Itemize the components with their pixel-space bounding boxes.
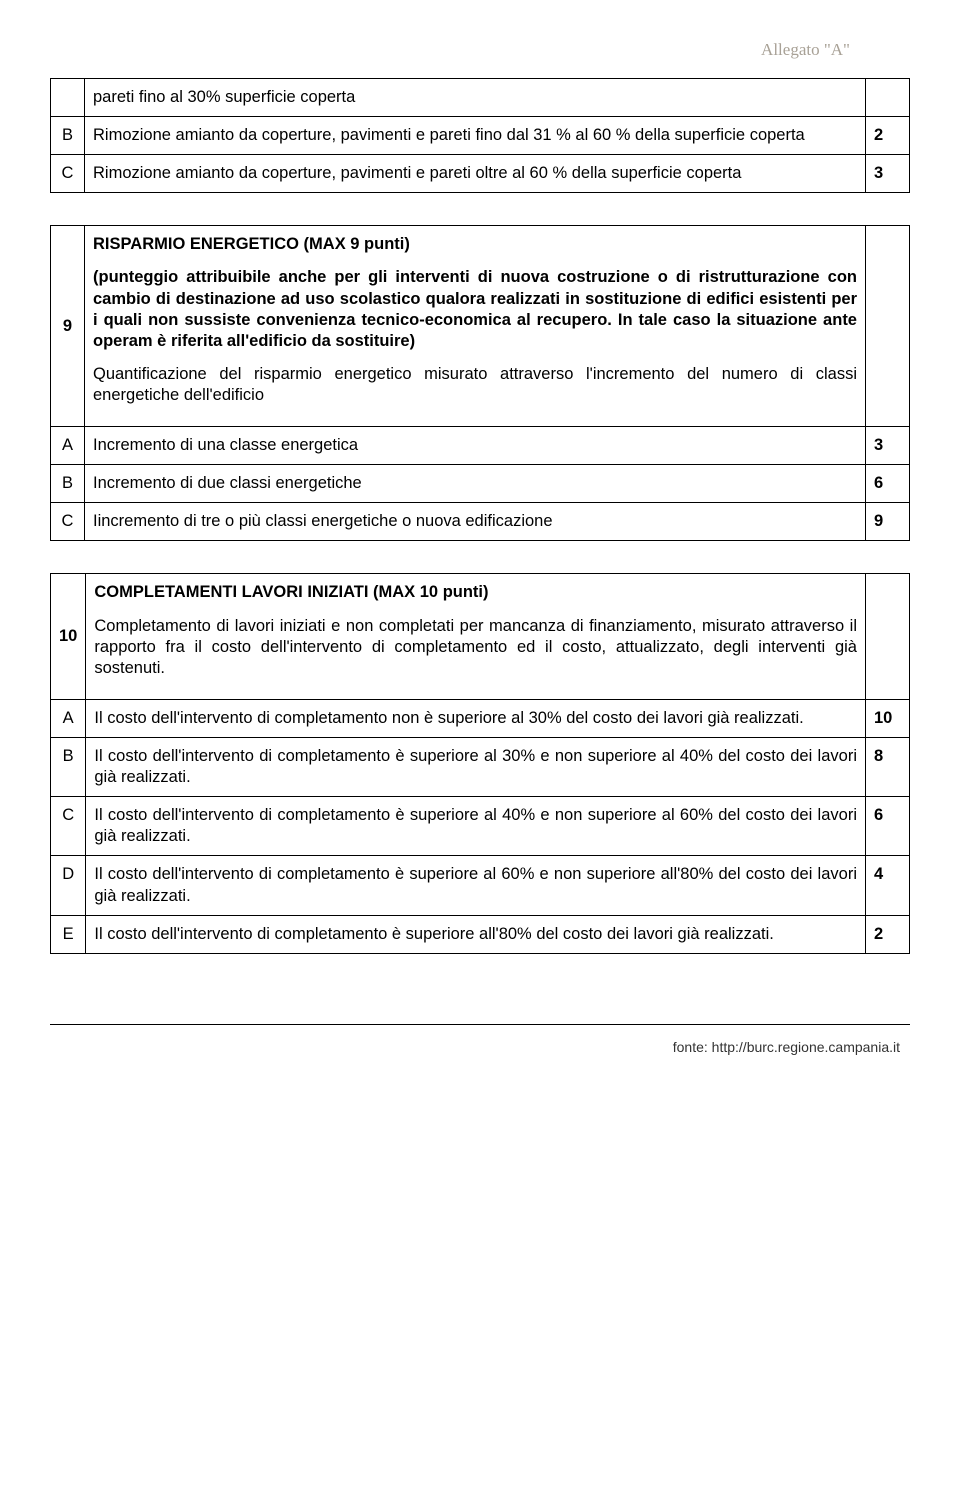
t2-r9-score xyxy=(866,226,910,427)
allegato-header: Allegato "A" xyxy=(50,40,910,60)
t2-rA-text: Incremento di una classe energetica xyxy=(85,427,866,465)
t2-rA-score: 3 xyxy=(866,427,910,465)
t1-rC-score: 3 xyxy=(866,155,910,193)
t1-rB-text: Rimozione amianto da coperture, paviment… xyxy=(85,117,866,155)
t1-rB-label: B xyxy=(51,117,85,155)
t3-rE-score: 2 xyxy=(866,915,910,953)
t2-r9-para: Quantificazione del risparmio energetico… xyxy=(93,364,857,406)
t3-rB-text: Il costo dell'intervento di completament… xyxy=(86,737,866,796)
t2-rB-text: Incremento di due classi energetiche xyxy=(85,465,866,503)
t2-rB-score: 6 xyxy=(866,465,910,503)
t3-rD-score: 4 xyxy=(866,856,910,915)
t3-rC-score: 6 xyxy=(866,797,910,856)
t3-rE-text: Il costo dell'intervento di completament… xyxy=(86,915,866,953)
t1-rC-label: C xyxy=(51,155,85,193)
table-1: pareti fino al 30% superficie coperta B … xyxy=(50,78,910,193)
t3-rC-label: C xyxy=(51,797,86,856)
table-3: 10 COMPLETAMENTI LAVORI INIZIATI (MAX 10… xyxy=(50,573,910,953)
t3-r10-title: COMPLETAMENTI LAVORI INIZIATI (MAX 10 pu… xyxy=(94,582,857,603)
t3-r10-para: Completamento di lavori iniziati e non c… xyxy=(94,616,857,679)
t3-rE-label: E xyxy=(51,915,86,953)
t2-r9-title: RISPARMIO ENERGETICO (MAX 9 punti) xyxy=(93,234,857,255)
t2-r9-label: 9 xyxy=(51,226,85,427)
t1-rB-score: 2 xyxy=(866,117,910,155)
t1-r0-label xyxy=(51,79,85,117)
t2-rC-text: Iincremento di tre o più classi energeti… xyxy=(85,503,866,541)
t3-rD-text: Il costo dell'intervento di completament… xyxy=(86,856,866,915)
footer-source: fonte: http://burc.regione.campania.it xyxy=(50,1039,910,1055)
t3-rB-score: 8 xyxy=(866,737,910,796)
t2-rC-label: C xyxy=(51,503,85,541)
t2-rB-label: B xyxy=(51,465,85,503)
table-2: 9 RISPARMIO ENERGETICO (MAX 9 punti) (pu… xyxy=(50,225,910,541)
t3-rA-score: 10 xyxy=(866,699,910,737)
t2-rA-label: A xyxy=(51,427,85,465)
footer-divider xyxy=(50,1024,910,1025)
t3-rA-label: A xyxy=(51,699,86,737)
t3-rC-text: Il costo dell'intervento di completament… xyxy=(86,797,866,856)
t3-rD-label: D xyxy=(51,856,86,915)
t1-r0-score xyxy=(866,79,910,117)
t3-r10-label: 10 xyxy=(51,574,86,699)
t2-r9-bold: (punteggio attribuibile anche per gli in… xyxy=(93,267,857,351)
t1-rC-text: Rimozione amianto da coperture, paviment… xyxy=(85,155,866,193)
t2-r9-content: RISPARMIO ENERGETICO (MAX 9 punti) (punt… xyxy=(85,226,866,427)
t3-r10-score xyxy=(866,574,910,699)
t3-rA-text: Il costo dell'intervento di completament… xyxy=(86,699,866,737)
t2-rC-score: 9 xyxy=(866,503,910,541)
t3-rB-label: B xyxy=(51,737,86,796)
t1-r0-text: pareti fino al 30% superficie coperta xyxy=(85,79,866,117)
t3-r10-content: COMPLETAMENTI LAVORI INIZIATI (MAX 10 pu… xyxy=(86,574,866,699)
